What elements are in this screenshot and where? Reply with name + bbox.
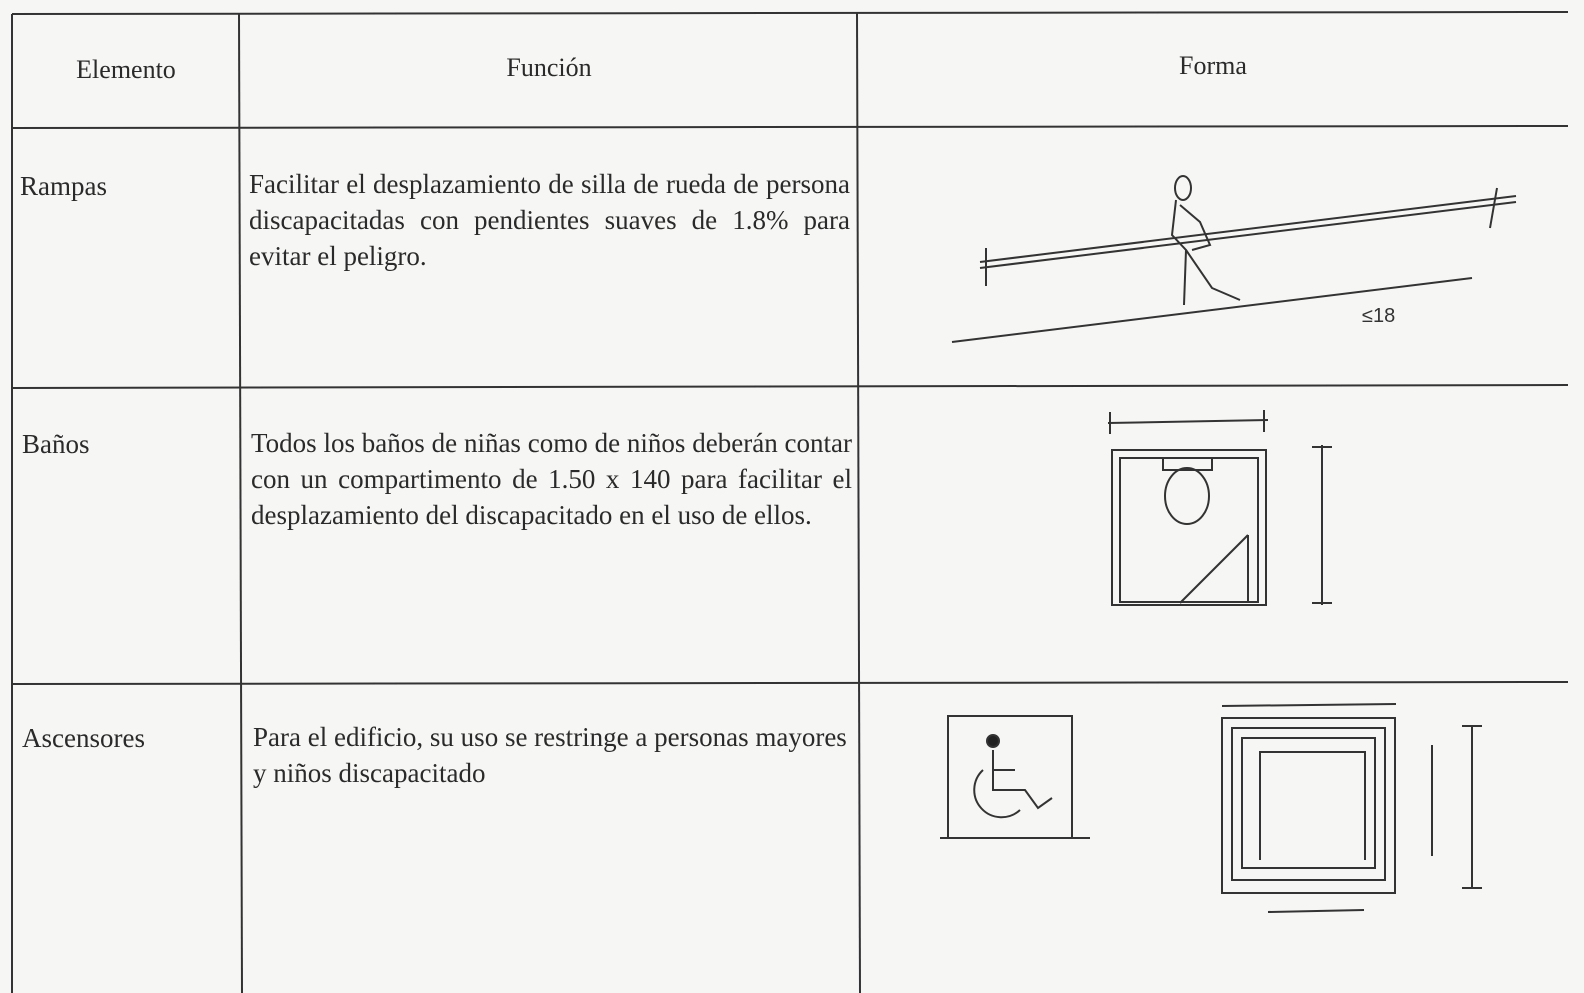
element-cell: Ascensores [22, 723, 145, 753]
function-cell: Facilitar el desplazamiento de silla de … [249, 169, 850, 271]
header-cell: Elemento [76, 55, 176, 84]
header-cell: Forma [1179, 51, 1247, 80]
element-cell: Baños [22, 429, 90, 459]
sketch-label: ≤18 [1362, 305, 1395, 327]
element-cell: Rampas [20, 171, 107, 201]
header-cell: Función [506, 53, 592, 82]
table-grid [11, 11, 1569, 993]
ramp-sketch [951, 175, 1517, 343]
bathroom-sketch [1107, 410, 1332, 606]
function-cell: Todos los baños de niñas como de niños d… [251, 428, 852, 530]
function-cell: Para el edificio, su uso se restringe a … [253, 722, 847, 788]
elevator-sketch [940, 703, 1482, 913]
